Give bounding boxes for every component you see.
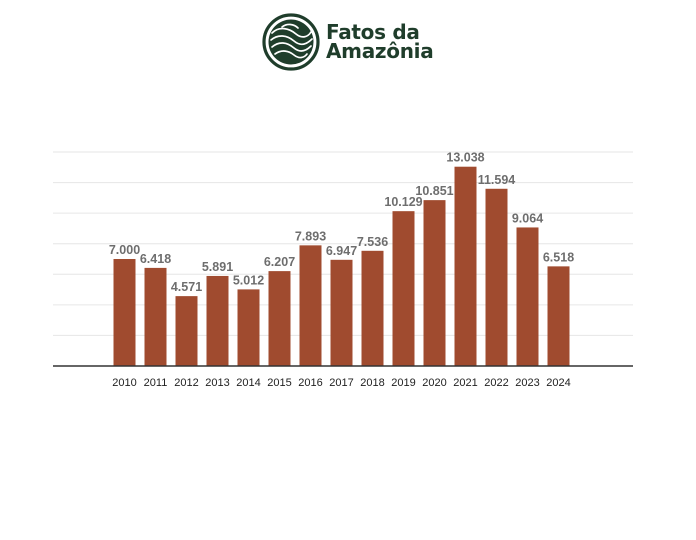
bar-value-label: 13.038 bbox=[446, 151, 484, 165]
x-tick-label: 2022 bbox=[484, 377, 508, 389]
bar bbox=[113, 259, 136, 366]
bar-value-label: 6.418 bbox=[140, 252, 171, 266]
bar bbox=[423, 200, 446, 366]
value-labels: 7.0006.4184.5715.8915.0126.2077.8936.947… bbox=[109, 151, 574, 294]
x-tick-label: 2010 bbox=[112, 377, 136, 389]
bar-value-label: 10.851 bbox=[415, 184, 453, 198]
bar-value-label: 7.000 bbox=[109, 243, 140, 257]
bar-value-label: 11.594 bbox=[478, 173, 516, 187]
x-tick-label: 2015 bbox=[267, 377, 291, 389]
topographic-contour-circle-icon bbox=[262, 13, 320, 71]
bar bbox=[485, 188, 508, 366]
x-tick-label: 2024 bbox=[546, 377, 570, 389]
bar bbox=[454, 166, 477, 366]
x-tick-label: 2023 bbox=[515, 377, 539, 389]
bar-value-label: 5.891 bbox=[202, 260, 233, 274]
brand-name-line-1: Fatos da bbox=[326, 20, 420, 44]
bar bbox=[144, 267, 167, 366]
bar-value-label: 6.947 bbox=[326, 244, 357, 258]
bar bbox=[175, 296, 198, 366]
x-tick-label: 2019 bbox=[391, 377, 415, 389]
bar-value-label: 6.518 bbox=[543, 250, 574, 264]
bar bbox=[299, 245, 322, 366]
x-tick-labels: 2010 2011 2012 2013 2014 2015 2016 2017 2018 2019… bbox=[112, 377, 570, 389]
bar-value-label: 10.129 bbox=[384, 195, 422, 209]
bar bbox=[547, 266, 570, 366]
x-tick-label: 2011 bbox=[144, 377, 168, 389]
bar bbox=[206, 275, 229, 366]
bar-value-label: 7.536 bbox=[357, 235, 388, 249]
bars bbox=[113, 166, 570, 366]
x-tick-label: 2020 bbox=[422, 377, 446, 389]
bar bbox=[361, 250, 384, 366]
bar-value-label: 4.571 bbox=[171, 280, 202, 294]
bar bbox=[516, 227, 539, 366]
x-tick-label: 2014 bbox=[236, 377, 260, 389]
brand-name-line-2: Amazônia bbox=[326, 39, 434, 63]
bar bbox=[392, 211, 415, 366]
x-tick-label: 2012 bbox=[174, 377, 198, 389]
brand-name: Fatos da Amazônia bbox=[326, 20, 434, 63]
x-tick-label: 2016 bbox=[298, 377, 322, 389]
brand-logo: Fatos da Amazônia bbox=[262, 13, 434, 71]
x-tick-label: 2021 bbox=[453, 377, 477, 389]
x-tick-label: 2013 bbox=[205, 377, 229, 389]
bar-value-label: 7.893 bbox=[295, 229, 326, 243]
bar-value-label: 5.012 bbox=[233, 273, 264, 287]
bar bbox=[268, 271, 291, 366]
x-tick-label: 2018 bbox=[360, 377, 384, 389]
bar bbox=[330, 259, 353, 366]
bar-value-label: 6.207 bbox=[264, 255, 295, 269]
bar-value-label: 9.064 bbox=[512, 211, 543, 225]
bar bbox=[237, 289, 260, 366]
x-tick-label: 2017 bbox=[329, 377, 353, 389]
